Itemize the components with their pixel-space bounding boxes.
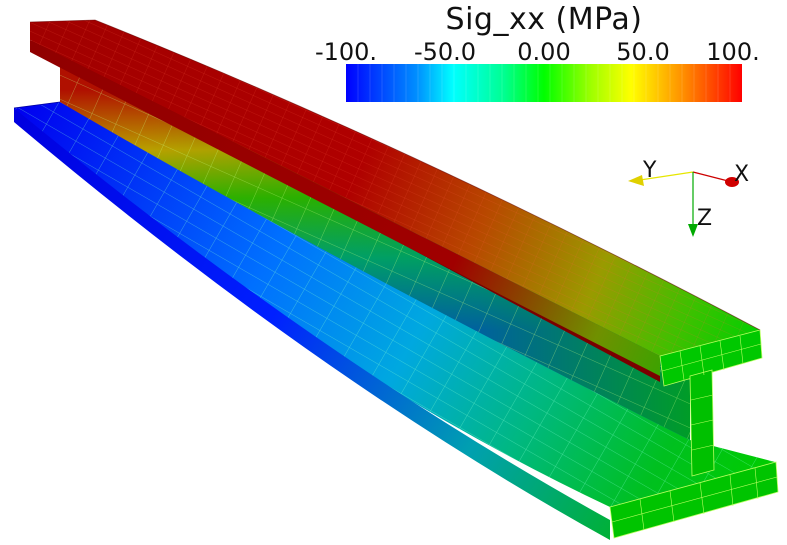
y-axis-label: Y xyxy=(643,158,657,183)
top-flange-side-face xyxy=(30,40,660,376)
z-axis-label: Z xyxy=(697,206,713,231)
colorbar-tick-zero: 0.00 xyxy=(517,38,571,66)
colorbar-tick-neg50: -50.0 xyxy=(413,38,477,66)
y-axis-line xyxy=(639,171,694,181)
z-axis-cone-icon xyxy=(688,224,698,237)
colorbar-bands xyxy=(357,64,731,102)
colorbar-title: Sig_xx (MPa) xyxy=(445,2,643,37)
colorbar xyxy=(346,64,742,102)
i-beam-model[interactable] xyxy=(13,19,779,540)
x-axis-cone-icon xyxy=(725,177,739,187)
colorbar-gradient xyxy=(346,64,742,102)
beam-end-section xyxy=(609,329,779,539)
colorbar-tick-50: 50.0 xyxy=(616,38,670,66)
bottom-flange-side-face xyxy=(14,108,610,540)
y-axis-cone-icon xyxy=(628,175,644,186)
orientation-triad[interactable] xyxy=(628,171,739,237)
colorbar-tick-max: 100. xyxy=(706,38,760,66)
colorbar-tick-min: -100. xyxy=(314,38,378,66)
x-axis-label: X xyxy=(734,162,750,187)
